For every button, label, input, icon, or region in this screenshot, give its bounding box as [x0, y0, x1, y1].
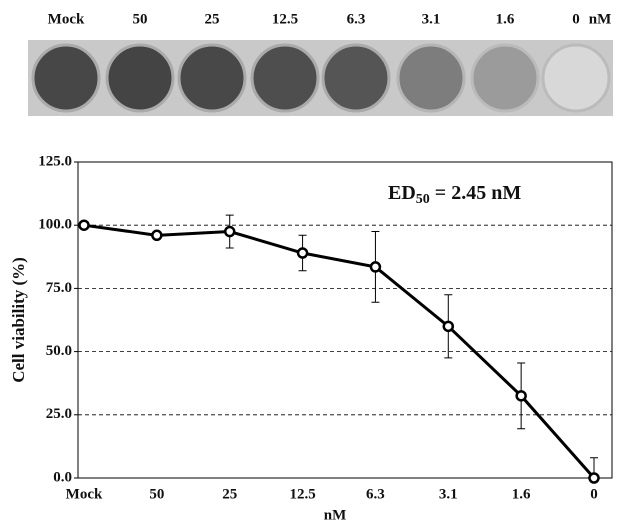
well: [398, 45, 464, 111]
data-point: [517, 391, 526, 400]
x-axis-label: nM: [324, 507, 347, 523]
y-tick-label: 25.0: [46, 406, 72, 422]
data-point: [371, 262, 380, 271]
y-axis-label: Cell viability (%): [9, 257, 28, 383]
well: [543, 45, 609, 111]
well: [107, 45, 173, 111]
x-tick-label: 50: [149, 486, 164, 502]
data-point: [152, 231, 161, 240]
plate-label: 6.3: [347, 11, 366, 27]
data-point: [444, 322, 453, 331]
well: [323, 45, 389, 111]
x-tick-label: 1.6: [512, 486, 531, 502]
annotation-subscript: 50: [416, 192, 430, 207]
annotation-text: ED: [388, 182, 416, 204]
well: [179, 45, 245, 111]
figure: nM nM Cell viability (%) ED50 = 2.45 nM …: [0, 0, 627, 528]
plot-frame: [78, 162, 612, 478]
y-tick-label: 100.0: [38, 217, 72, 233]
y-tick-label: 0.0: [53, 469, 72, 485]
annotation-rest: = 2.45 nM: [430, 182, 522, 204]
data-point: [590, 474, 599, 483]
x-tick-label: 0: [590, 486, 598, 502]
plot-area: [80, 215, 598, 498]
plate-label: 25: [205, 11, 220, 27]
plate-label: 3.1: [422, 11, 441, 27]
data-point: [80, 221, 89, 230]
well: [33, 45, 99, 111]
plate-unit: nM: [589, 11, 612, 27]
x-tick-label: 12.5: [289, 486, 315, 502]
plate-label: 0: [572, 11, 580, 27]
x-tick-label: Mock: [66, 486, 103, 502]
annotation: ED50 = 2.45 nM: [388, 182, 521, 208]
x-tick-label: 25: [222, 486, 237, 502]
data-point: [298, 249, 307, 258]
plate-label: 1.6: [496, 11, 515, 27]
well: [252, 45, 318, 111]
well: [472, 45, 538, 111]
y-tick-label: 75.0: [46, 280, 72, 296]
y-tick-label: 125.0: [38, 153, 72, 169]
plate-label: Mock: [48, 11, 85, 27]
x-tick-label: 6.3: [366, 486, 385, 502]
plate-label: 50: [133, 11, 148, 27]
plate-photo: [28, 40, 613, 116]
y-tick-label: 50.0: [46, 343, 72, 359]
plate-label: 12.5: [272, 11, 298, 27]
data-point: [225, 227, 234, 236]
x-tick-label: 3.1: [439, 486, 458, 502]
